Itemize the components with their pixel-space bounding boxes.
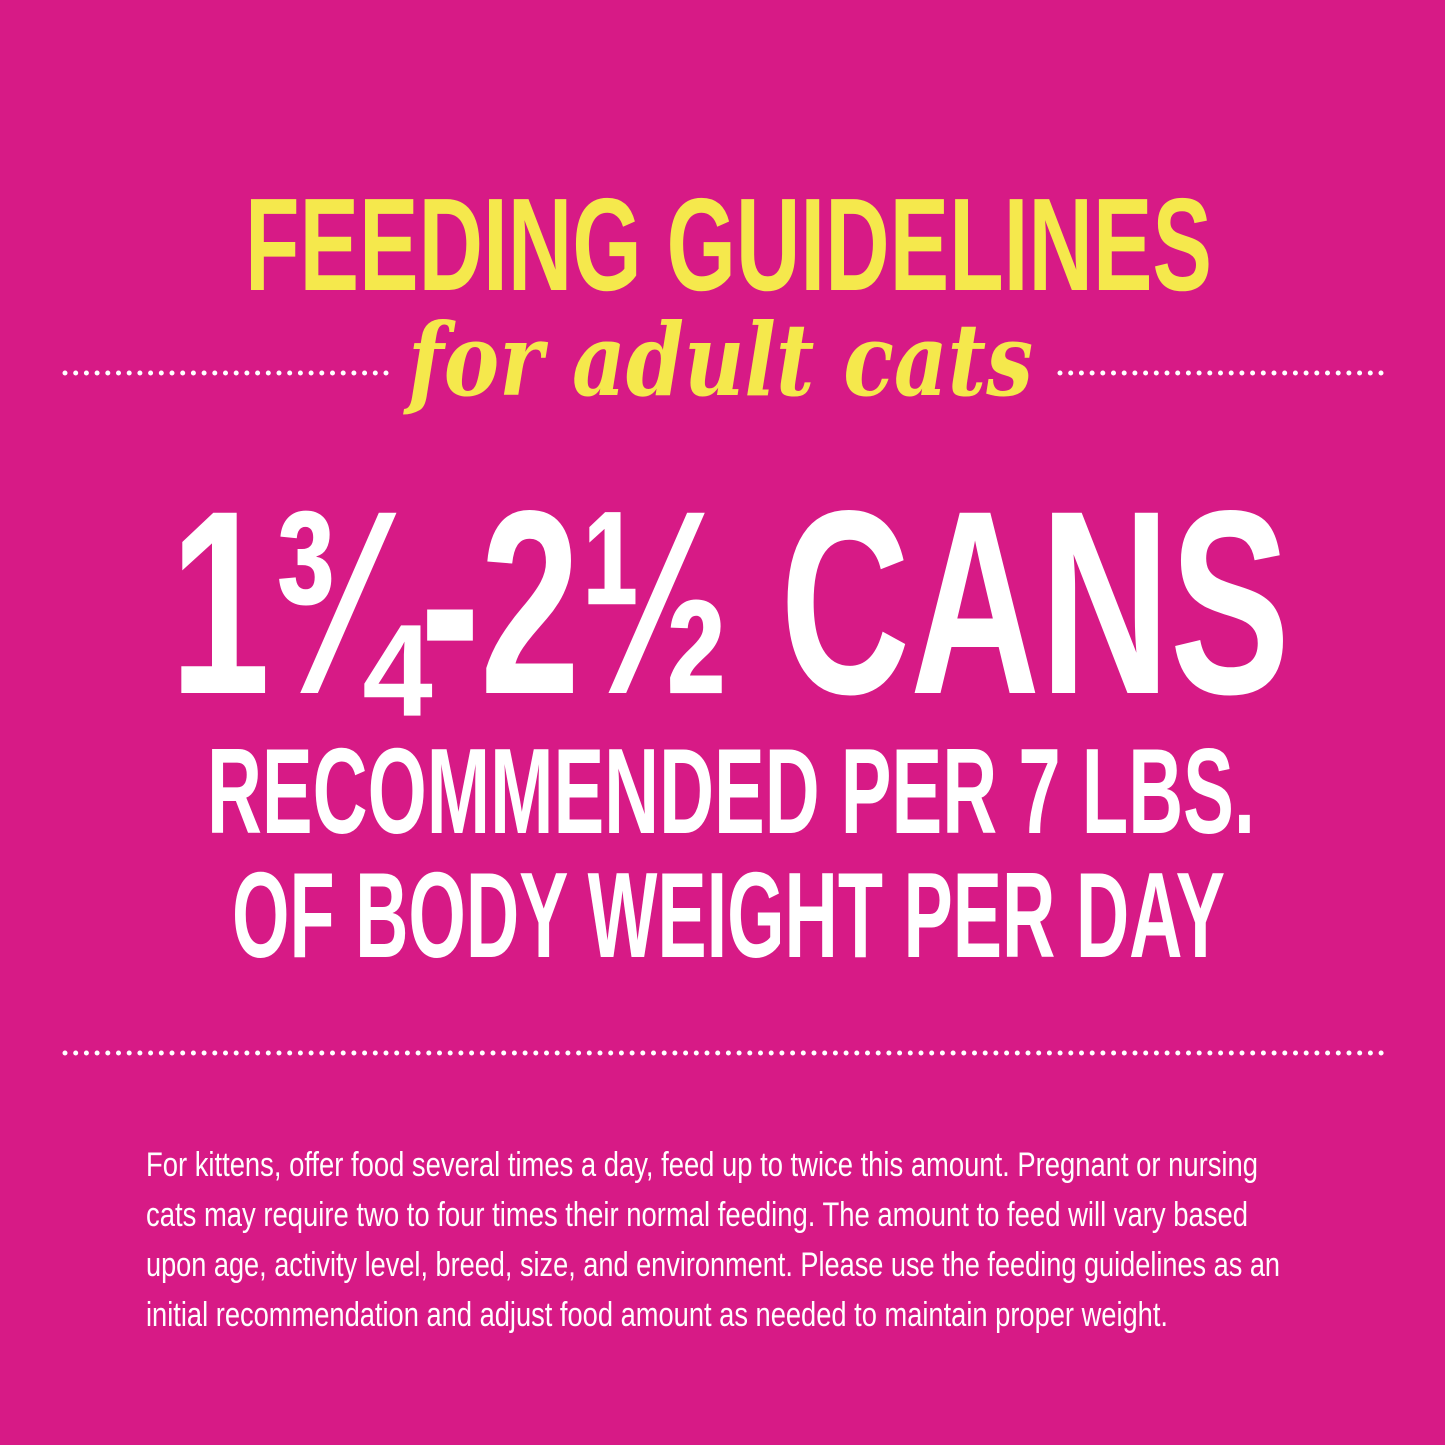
title: FEEDING GUIDELINES — [245, 171, 1212, 318]
amount-headline: 1¾-2½ CANS — [170, 456, 1290, 749]
footer-line: For kittens, offer food several times a … — [146, 1146, 1258, 1184]
recommendation-line-1: RECOMMENDED PER 7 LBS. — [207, 723, 1255, 859]
subtitle: for adult cats — [403, 301, 1033, 419]
footer-line: cats may require two to four times their… — [146, 1196, 1248, 1234]
footer-line: upon age, activity level, breed, size, a… — [146, 1246, 1280, 1284]
footer-line: initial recommendation and adjust food a… — [146, 1296, 1168, 1334]
recommendation-line-2: OF BODY WEIGHT PER DAY — [232, 847, 1225, 983]
